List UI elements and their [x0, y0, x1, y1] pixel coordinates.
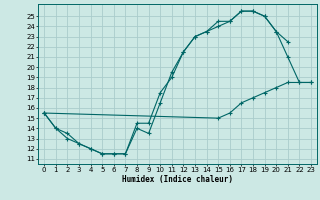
X-axis label: Humidex (Indice chaleur): Humidex (Indice chaleur): [122, 175, 233, 184]
